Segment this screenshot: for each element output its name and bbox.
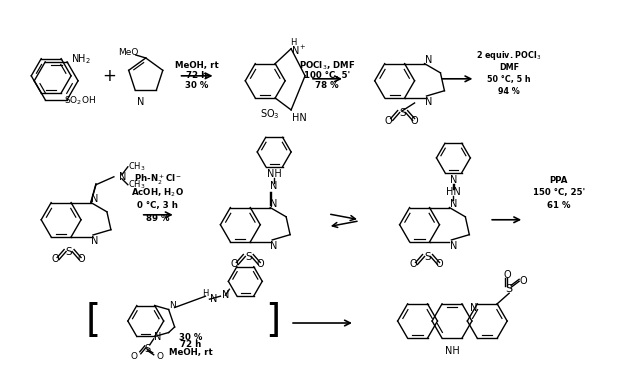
Text: PPA: PPA [549, 175, 568, 184]
Text: Ph-N$_2^+$Cl$^-$: Ph-N$_2^+$Cl$^-$ [134, 173, 182, 187]
Text: O: O [503, 270, 511, 280]
Text: H: H [290, 38, 296, 47]
Text: [: [ [85, 302, 101, 340]
Text: N: N [210, 294, 217, 304]
Text: O: O [436, 259, 443, 270]
Text: 150 °C, 25': 150 °C, 25' [533, 189, 585, 197]
Text: N: N [425, 55, 432, 65]
Text: 100 °C, 5': 100 °C, 5' [304, 71, 350, 81]
Text: N: N [137, 97, 144, 107]
Text: N: N [270, 181, 278, 191]
Text: S: S [66, 246, 72, 257]
Text: AcOH, H$_2$O: AcOH, H$_2$O [131, 187, 184, 199]
Text: H: H [203, 289, 209, 298]
Text: CH$_3$: CH$_3$ [128, 178, 146, 191]
Text: DMF: DMF [499, 64, 519, 73]
Text: S: S [145, 344, 151, 354]
Text: MeOH, rt: MeOH, rt [168, 348, 212, 357]
Text: 78 %: 78 % [315, 81, 339, 90]
Text: 30 %: 30 % [179, 333, 202, 342]
Text: SO$_3$: SO$_3$ [260, 108, 280, 121]
Text: N: N [154, 332, 161, 342]
Text: 2 equiv. POCl$_3$: 2 equiv. POCl$_3$ [477, 50, 542, 62]
Text: O: O [519, 276, 527, 286]
Text: NH: NH [444, 346, 460, 356]
Text: 50 °C, 5 h: 50 °C, 5 h [487, 75, 531, 84]
Text: SO$_2$OH: SO$_2$OH [64, 95, 96, 107]
Text: MeOH, rt: MeOH, rt [175, 61, 218, 70]
Text: N: N [470, 303, 477, 313]
Text: 72 h: 72 h [186, 71, 207, 81]
Text: N: N [270, 241, 278, 251]
Text: ]: ] [266, 302, 281, 340]
Text: +: + [102, 67, 116, 85]
Text: O: O [411, 116, 418, 125]
Text: N: N [222, 290, 229, 300]
Text: N$^+$: N$^+$ [291, 44, 307, 57]
Text: N: N [270, 198, 278, 209]
Text: O: O [385, 116, 392, 125]
Text: POCl$_3$, DMF: POCl$_3$, DMF [299, 60, 355, 72]
Text: NH: NH [267, 169, 282, 179]
Text: S: S [399, 108, 406, 118]
Text: CH$_3$: CH$_3$ [128, 161, 146, 173]
Text: N: N [91, 194, 99, 204]
Text: 94 %: 94 % [498, 87, 520, 96]
Text: N: N [169, 301, 176, 310]
Text: O: O [130, 352, 137, 361]
Text: HN: HN [446, 187, 461, 197]
Text: 30 %: 30 % [185, 81, 208, 90]
Text: N: N [449, 198, 457, 209]
Text: O: O [51, 254, 59, 265]
Text: N: N [425, 97, 432, 107]
Text: NH$_2$: NH$_2$ [71, 52, 91, 65]
Text: HN: HN [292, 113, 306, 123]
Text: O: O [156, 352, 163, 361]
Text: O: O [230, 259, 238, 270]
Text: N: N [449, 175, 457, 185]
Text: 72 h: 72 h [180, 340, 201, 349]
Text: S: S [245, 251, 251, 262]
Text: 0 °C, 3 h: 0 °C, 3 h [137, 201, 178, 211]
Text: S: S [506, 284, 513, 294]
Text: MeO: MeO [118, 48, 138, 57]
Text: N: N [91, 236, 99, 246]
Text: O: O [256, 259, 264, 270]
Text: N: N [449, 241, 457, 251]
Text: 89 %: 89 % [146, 214, 170, 223]
Text: O: O [410, 259, 417, 270]
Text: O: O [77, 254, 85, 265]
Text: 61 %: 61 % [547, 201, 571, 211]
Text: N: N [119, 172, 126, 182]
Text: S: S [424, 251, 431, 262]
